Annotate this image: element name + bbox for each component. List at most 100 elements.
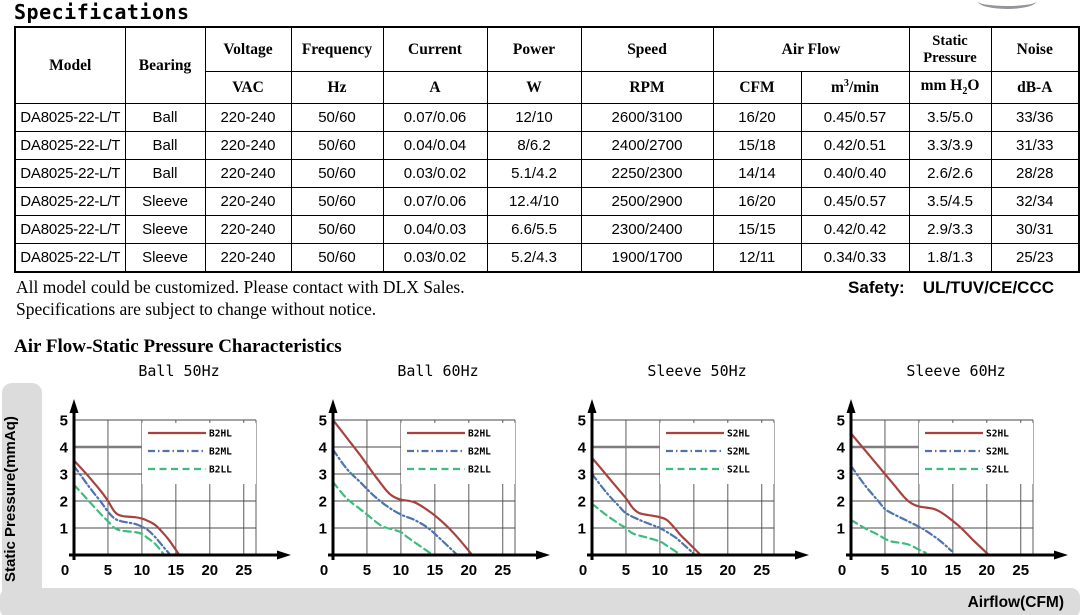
table-cell: 5.2/4.3 — [486, 243, 582, 273]
curve-b2ml — [72, 464, 172, 556]
table-cell: 33/36 — [990, 103, 1080, 132]
table-cell: 50/60 — [290, 131, 384, 160]
table-cell: 2.6/2.6 — [908, 159, 992, 188]
legend-label-b2ll: B2LL — [468, 464, 491, 475]
spec-table-body: DA8025-22-L/T Ball 220-240 50/60 0.07/0.06 12… — [14, 103, 1080, 273]
svg-text:2: 2 — [60, 493, 68, 510]
table-cell: 16/20 — [712, 187, 802, 216]
legend-label-s2ll: S2LL — [986, 464, 1009, 475]
charts-section-heading: Air Flow-Static Pressure Characteristics — [14, 335, 342, 357]
table-cell: 16/20 — [712, 103, 802, 132]
spec-table-header: Model Bearing Voltage Frequency Current … — [14, 26, 1080, 104]
table-cell: 50/60 — [290, 187, 384, 216]
table-cell: 2400/2700 — [580, 131, 714, 160]
col-header-model: Model — [14, 26, 126, 104]
col-header-static-pressure: Static Pressure — [908, 26, 992, 72]
table-cell: Ball — [124, 103, 206, 132]
table-cell: 0.34/0.33 — [800, 243, 910, 273]
unit-w: W — [486, 71, 582, 104]
chart-canvas: B2HL B2ML B2LL 0 5 10 15 20 25 1 2 3 4 5 — [319, 398, 550, 579]
table-cell: 0.40/0.40 — [800, 159, 910, 188]
page-title: Specifications — [14, 0, 190, 24]
col-header-speed: Speed — [580, 26, 714, 72]
curve-s2hl — [590, 456, 702, 556]
svg-text:25: 25 — [753, 562, 770, 579]
table-cell: DA8025-22-L/T — [14, 243, 126, 273]
table-cell: 220-240 — [204, 103, 292, 132]
svg-text:0: 0 — [579, 562, 587, 579]
col-header-noise: Noise — [990, 26, 1080, 72]
table-row: DA8025-22-L/T Ball 220-240 50/60 0.04/0.04 8/… — [14, 131, 1080, 160]
fan-photo-edge — [978, 0, 1036, 9]
svg-text:5: 5 — [363, 562, 371, 579]
svg-text:1: 1 — [319, 520, 327, 537]
legend-label-s2ml: S2ML — [986, 446, 1009, 457]
table-row: DA8025-22-L/T Sleeve 220-240 50/60 0.04/0.03… — [14, 215, 1080, 244]
svg-text:2: 2 — [837, 493, 845, 510]
svg-text:4: 4 — [837, 439, 846, 456]
svg-text:15: 15 — [945, 562, 962, 579]
svg-text:15: 15 — [686, 562, 703, 579]
svg-text:4: 4 — [60, 439, 69, 456]
svg-text:2: 2 — [319, 493, 327, 510]
svg-text:10: 10 — [393, 562, 410, 579]
table-cell: 8/6.2 — [486, 131, 582, 160]
table-cell: 6.6/5.5 — [486, 215, 582, 244]
chart-sleeve-60hz: S2HL S2ML S2LL 0 5 10 15 20 25 1 2 3 4 5 — [821, 383, 1080, 593]
unit-vac: VAC — [204, 71, 292, 104]
curve-s2ll — [590, 502, 682, 556]
svg-text:2: 2 — [578, 493, 586, 510]
note-line-2: Specifications are subject to change wit… — [16, 299, 377, 320]
svg-text:20: 20 — [460, 562, 477, 579]
safety-certifications: Safety: UL/TUV/CE/CCC — [848, 278, 1054, 321]
unit-mmh2o: mm H2O — [908, 71, 992, 104]
chart-panels: Ball 50Hz B2HL B2ML B2LL 0 5 10 15 20 25 1 2 3 4 5 Ba… — [44, 361, 1080, 593]
table-cell: DA8025-22-L/T — [14, 103, 126, 132]
chart-legend: S2HL S2ML S2LL — [660, 422, 774, 484]
tick-labels: 0 5 10 15 20 25 1 2 3 4 5 — [578, 412, 770, 579]
svg-text:1: 1 — [578, 520, 586, 537]
notes-row: All model could be customized. Please co… — [16, 276, 1068, 321]
svg-text:1: 1 — [837, 520, 845, 537]
table-cell: 0.45/0.57 — [800, 103, 910, 132]
table-row: DA8025-22-L/T Sleeve 220-240 50/60 0.07/0.06… — [14, 187, 1080, 216]
curve-b2hl — [331, 418, 474, 556]
svg-text:5: 5 — [622, 562, 630, 579]
chart-title: Sleeve 50Hz — [647, 361, 747, 380]
legend-label-b2ml: B2ML — [468, 446, 491, 457]
table-cell: 2500/2900 — [580, 187, 714, 216]
table-cell: 30/31 — [990, 215, 1080, 244]
chart-legend: S2HL S2ML S2LL — [919, 422, 1033, 484]
table-cell: 220-240 — [204, 243, 292, 273]
svg-text:5: 5 — [578, 412, 586, 429]
svg-text:1: 1 — [60, 520, 68, 537]
col-header-frequency: Frequency — [290, 26, 384, 72]
svg-text:25: 25 — [235, 562, 252, 579]
table-cell: 220-240 — [204, 159, 292, 188]
tick-labels: 0 5 10 15 20 25 1 2 3 4 5 — [837, 412, 1029, 579]
safety-label: Safety: — [848, 278, 905, 297]
svg-text:15: 15 — [427, 562, 444, 579]
svg-text:4: 4 — [578, 439, 587, 456]
table-row: DA8025-22-L/T Ball 220-240 50/60 0.03/0.02 5.… — [14, 159, 1080, 188]
safety-value: UL/TUV/CE/CCC — [922, 278, 1054, 297]
svg-text:3: 3 — [578, 466, 586, 483]
unit-cfm: CFM — [712, 71, 802, 104]
legend-label-b2ml: B2ML — [209, 446, 232, 457]
unit-hz: Hz — [290, 71, 384, 104]
svg-text:3: 3 — [837, 466, 845, 483]
table-cell: Ball — [124, 159, 206, 188]
curve-s2ml — [849, 464, 953, 552]
table-cell: 220-240 — [204, 131, 292, 160]
svg-text:10: 10 — [652, 562, 669, 579]
charts-section: Static Pressure(mmAq) Airflow(CFM) Ball … — [0, 361, 1084, 615]
svg-text:25: 25 — [494, 562, 511, 579]
x-axis-label-bar: Airflow(CFM) — [0, 587, 1080, 615]
legend-label-b2hl: B2HL — [209, 428, 232, 439]
table-cell: 3.5/5.0 — [908, 103, 992, 132]
svg-text:3: 3 — [60, 466, 68, 483]
table-cell: 2300/2400 — [580, 215, 714, 244]
notes-text: All model could be customized. Please co… — [16, 276, 465, 321]
table-cell: DA8025-22-L/T — [14, 159, 126, 188]
table-cell: 220-240 — [204, 187, 292, 216]
